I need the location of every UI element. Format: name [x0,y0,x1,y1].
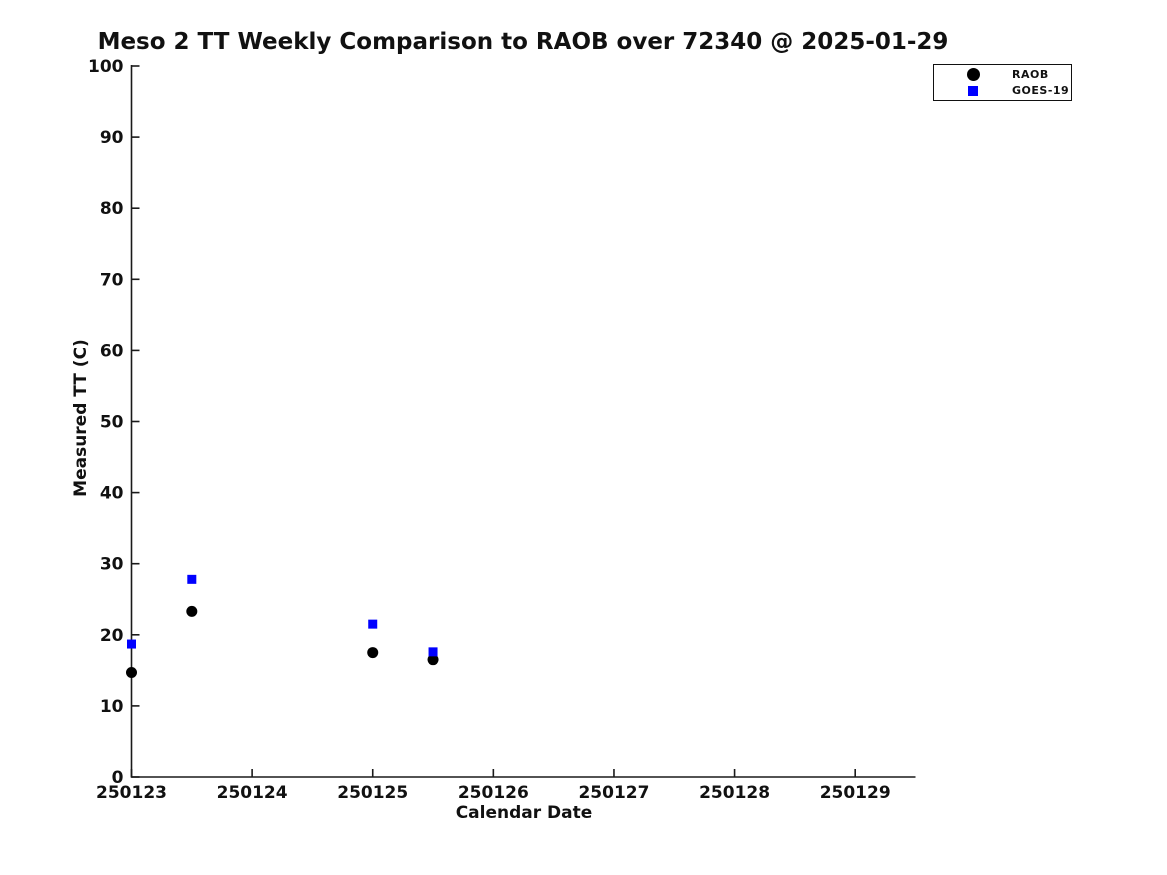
y-tick-label: 20 [100,626,124,646]
data-point-raob [126,666,137,678]
x-tick-label: 250128 [699,783,770,803]
y-tick-label: 70 [100,270,124,290]
x-tick-label: 250129 [820,783,891,803]
data-point-goes-19 [187,574,197,584]
y-tick-label: 0 [112,768,124,788]
y-tick-label: 30 [100,555,124,575]
x-tick-label: 250126 [458,783,529,803]
y-tick-label: 50 [100,413,124,433]
y-tick-label: 60 [100,341,124,361]
data-point-goes-19 [428,647,438,657]
legend-item-goes-19: GOES-19 [934,83,1071,99]
y-tick-label: 10 [100,697,124,717]
x-tick-label: 250127 [578,783,649,803]
chart-title: Meso 2 TT Weekly Comparison to RAOB over… [97,29,949,55]
y-tick-label: 40 [100,484,124,504]
data-point-goes-19 [368,619,378,629]
x-tick-label: 250125 [337,783,408,803]
data-point-raob [186,605,198,617]
x-tick-label: 250123 [96,783,167,803]
data-point-raob [367,647,379,659]
x-axis-label: Calendar Date [455,803,593,823]
y-tick-label: 100 [88,57,124,77]
legend: RAOB GOES-19 [933,64,1072,101]
x-tick-label: 250124 [217,783,288,803]
legend-label-raob: RAOB [1012,68,1049,81]
goes-19-square-marker-icon [968,85,978,96]
raob-circle-marker-icon [966,68,980,81]
legend-label-goes-19: GOES-19 [1012,84,1070,97]
y-tick-label: 80 [100,199,124,219]
y-tick-label: 90 [100,128,124,148]
data-point-goes-19 [127,639,136,649]
data-point-raob [427,654,439,666]
legend-item-raob: RAOB [934,67,1071,83]
